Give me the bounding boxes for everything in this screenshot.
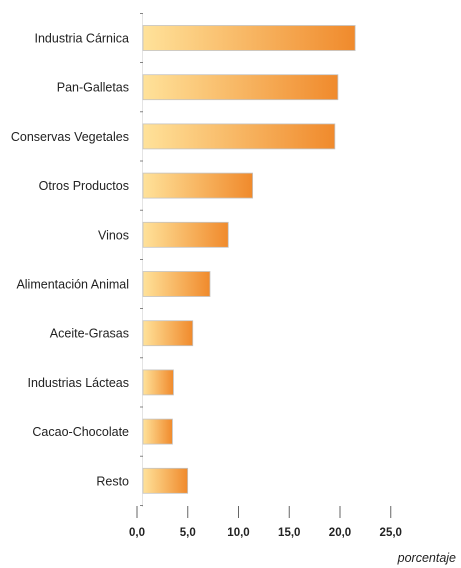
x-tick-label: 0,0: [129, 527, 145, 539]
bar-otros-productos: [142, 172, 254, 199]
category-label-industrias-lacteas: Industrias Lácteas: [28, 376, 129, 390]
bar-vinos: [142, 221, 229, 248]
x-tick-label: 10,0: [227, 527, 249, 539]
bars: [142, 25, 356, 494]
category-label-conservas-vegetales: Conservas Vegetales: [11, 130, 129, 144]
category-label-cacao-chocolate: Cacao-Chocolate: [32, 425, 129, 439]
bar-alimentacion-animal: [142, 271, 211, 297]
x-axis-tick-labels: 0,0 5,0 10,0 15,0 20,0 25,0: [129, 527, 402, 539]
y-axis-ticks: [140, 12, 143, 506]
x-tick-label: 5,0: [180, 527, 196, 539]
category-labels: Industria Cárnica Pan-Galletas Conservas V…: [11, 32, 129, 489]
bar-industrias-lacteas: [142, 369, 174, 396]
x-axis-title: porcentaje: [397, 551, 456, 565]
bar-cacao-chocolate: [142, 418, 173, 445]
category-label-otros-productos: Otros Productos: [39, 179, 129, 193]
bar-industria-carnica: [142, 25, 356, 51]
x-tick-label: 25,0: [380, 527, 402, 539]
category-label-pan-galletas: Pan-Galletas: [57, 81, 129, 95]
x-tick-label: 20,0: [329, 527, 351, 539]
x-axis-ticks: [136, 506, 392, 518]
bar-pan-galletas: [142, 74, 339, 101]
category-label-resto: Resto: [96, 474, 129, 488]
bar-conservas-vegetales: [142, 123, 336, 150]
x-tick-label: 15,0: [278, 527, 300, 539]
category-label-alimentacion-animal: Alimentación Animal: [16, 278, 129, 292]
bar-aceite-grasas: [142, 320, 194, 347]
bar-resto: [142, 467, 189, 494]
category-label-aceite-grasas: Aceite-Grasas: [50, 327, 129, 341]
category-label-industria-carnica: Industria Cárnica: [35, 32, 130, 46]
category-label-vinos: Vinos: [98, 228, 129, 242]
